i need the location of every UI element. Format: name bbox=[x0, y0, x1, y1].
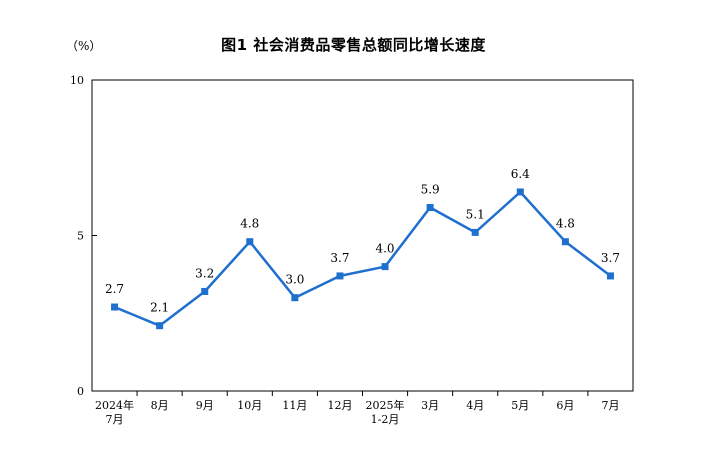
x-tick-label: 12月 bbox=[327, 399, 352, 412]
x-tick-label: 3月 bbox=[421, 399, 439, 412]
data-point bbox=[381, 263, 389, 271]
data-label: 2.7 bbox=[105, 282, 124, 296]
x-tick-label: 9月 bbox=[196, 399, 214, 412]
x-tick-label: 7月 bbox=[106, 413, 124, 426]
chart-title: 图1 社会消费品零售总额同比增长速度 bbox=[221, 36, 486, 54]
data-label: 4.8 bbox=[556, 217, 575, 231]
data-point bbox=[291, 294, 299, 302]
data-point bbox=[471, 228, 479, 236]
x-tick-label: 8月 bbox=[151, 399, 169, 412]
data-point bbox=[201, 287, 209, 295]
series-line bbox=[114, 190, 612, 327]
x-tick-label: 10月 bbox=[237, 399, 262, 412]
data-point bbox=[516, 188, 524, 196]
x-tick-label: 4月 bbox=[466, 399, 484, 412]
data-point bbox=[336, 272, 344, 280]
y-tick-label: 10 bbox=[70, 74, 84, 87]
x-tick-label: 1-2月 bbox=[371, 413, 400, 426]
x-tick-label: 2025年 bbox=[366, 398, 405, 412]
x-tick-label: 7月 bbox=[601, 399, 619, 412]
data-label: 5.1 bbox=[466, 207, 485, 221]
x-tick-label: 11月 bbox=[282, 399, 307, 412]
data-label: 3.7 bbox=[330, 251, 349, 265]
x-tick-label: 6月 bbox=[556, 399, 574, 412]
data-point bbox=[246, 238, 254, 246]
data-point bbox=[561, 238, 569, 246]
data-label: 4.0 bbox=[375, 242, 394, 256]
x-tick-label: 2024年 bbox=[95, 398, 134, 412]
data-label: 3.7 bbox=[601, 251, 620, 265]
data-label: 3.2 bbox=[195, 266, 214, 280]
data-point bbox=[606, 272, 614, 280]
data-label: 3.0 bbox=[285, 273, 304, 287]
y-axis-unit-label: （%） bbox=[66, 39, 102, 53]
x-tick-label: 5月 bbox=[511, 399, 529, 412]
data-label: 4.8 bbox=[240, 217, 259, 231]
data-label: 2.1 bbox=[150, 301, 169, 315]
data-point bbox=[111, 303, 119, 311]
data-point bbox=[156, 322, 164, 330]
data-point bbox=[426, 204, 434, 212]
data-label: 5.9 bbox=[421, 183, 440, 197]
y-tick-label: 0 bbox=[77, 385, 84, 398]
y-tick-label: 5 bbox=[77, 230, 84, 243]
data-label: 6.4 bbox=[511, 167, 530, 181]
plot-frame bbox=[91, 79, 634, 392]
